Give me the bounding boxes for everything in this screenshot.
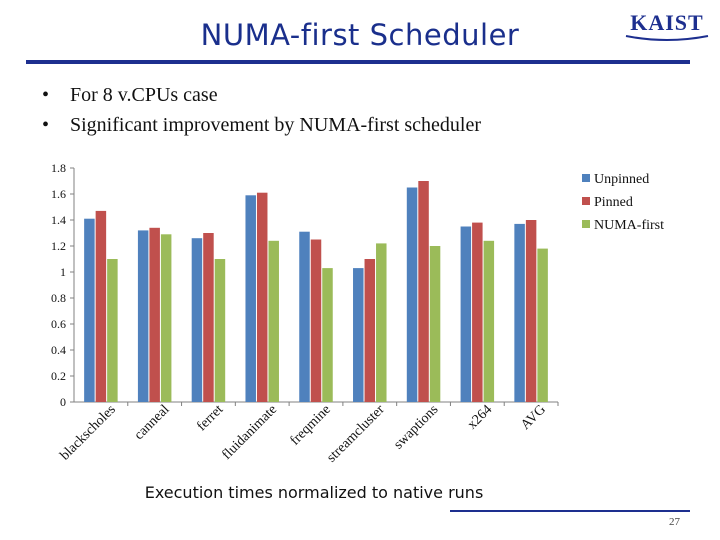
bar-numa-first — [376, 243, 387, 402]
bullet-text: Significant improvement by NUMA-first sc… — [70, 114, 482, 136]
bar-pinned — [364, 259, 376, 402]
bar-pinned — [418, 181, 429, 402]
bar-unpinned — [514, 223, 525, 402]
bar-unpinned — [245, 195, 256, 402]
x-tick-label: x264 — [465, 402, 495, 432]
y-tick-label: 1 — [60, 265, 66, 279]
legend-swatch — [582, 197, 590, 205]
legend-label: NUMA-first — [594, 218, 664, 233]
y-tick-label: 0.4 — [51, 343, 66, 357]
legend-label: Unpinned — [594, 172, 649, 187]
footer-divider — [450, 510, 690, 512]
title-divider — [26, 60, 690, 64]
bar-numa-first — [322, 268, 333, 402]
bar-unpinned — [460, 226, 472, 402]
x-tick-label: swaptions — [391, 402, 441, 452]
svg-text:KAIST: KAIST — [630, 10, 703, 35]
x-tick-label: freqmine — [288, 402, 334, 448]
bullet-item: • For 8 v.CPUs case — [42, 84, 218, 106]
bar-numa-first — [429, 246, 441, 402]
bar-unpinned — [299, 231, 310, 402]
bar-unpinned — [191, 238, 203, 402]
x-tick-label: blackscholes — [58, 402, 119, 463]
slide-title: NUMA-first Scheduler — [200, 18, 520, 52]
bullet-item: • Significant improvement by NUMA-first s… — [42, 114, 482, 136]
x-tick-label: AVG — [518, 402, 549, 433]
y-tick-label: 1.2 — [51, 239, 66, 253]
y-tick-label: 1.8 — [51, 161, 66, 175]
bar-unpinned — [137, 230, 149, 402]
bar-pinned — [149, 227, 160, 402]
bar-pinned — [95, 210, 107, 402]
bullet-list: • For 8 v.CPUs case • Significant improvem… — [42, 80, 481, 140]
legend-label: Pinned — [594, 195, 633, 210]
x-tick-label: fluidanimate — [219, 402, 280, 463]
chart-caption: Execution times normalized to native run… — [144, 483, 484, 502]
legend-swatch — [582, 174, 590, 182]
kaist-logo: KAIST — [625, 10, 709, 41]
bullet-text: For 8 v.CPUs case — [70, 84, 218, 106]
page-number: 27 — [669, 516, 680, 528]
bar-chart: 0 0.2 0.4 0.6 0.8 1 1.2 1.4 1.6 1.8 blackscholes ca… — [51, 161, 664, 466]
bar-numa-first — [160, 234, 172, 402]
y-tick-label: 1.6 — [51, 187, 66, 201]
bar-pinned — [310, 239, 322, 402]
bar-numa-first — [107, 259, 118, 402]
bar-numa-first — [483, 240, 495, 402]
bar-pinned — [472, 222, 483, 402]
bar-unpinned — [353, 268, 364, 402]
y-tick-label: 1.4 — [51, 213, 66, 227]
bar-numa-first — [214, 259, 226, 402]
y-tick-label: 0.8 — [51, 291, 66, 305]
bar-pinned — [256, 192, 268, 402]
y-tick-label: 0.6 — [51, 317, 66, 331]
bar-unpinned — [406, 187, 418, 402]
x-tick-label: ferret — [194, 402, 226, 434]
bar-pinned — [203, 233, 214, 402]
bar-numa-first — [537, 248, 548, 402]
bar-numa-first — [268, 240, 279, 402]
y-tick-label: 0.2 — [51, 369, 66, 383]
y-tick-label: 0 — [60, 395, 66, 409]
x-tick-label: streamcluster — [324, 402, 388, 466]
bar-unpinned — [84, 218, 95, 402]
x-tick-label: canneal — [132, 402, 173, 443]
legend-swatch — [582, 220, 590, 228]
bar-pinned — [525, 220, 537, 402]
